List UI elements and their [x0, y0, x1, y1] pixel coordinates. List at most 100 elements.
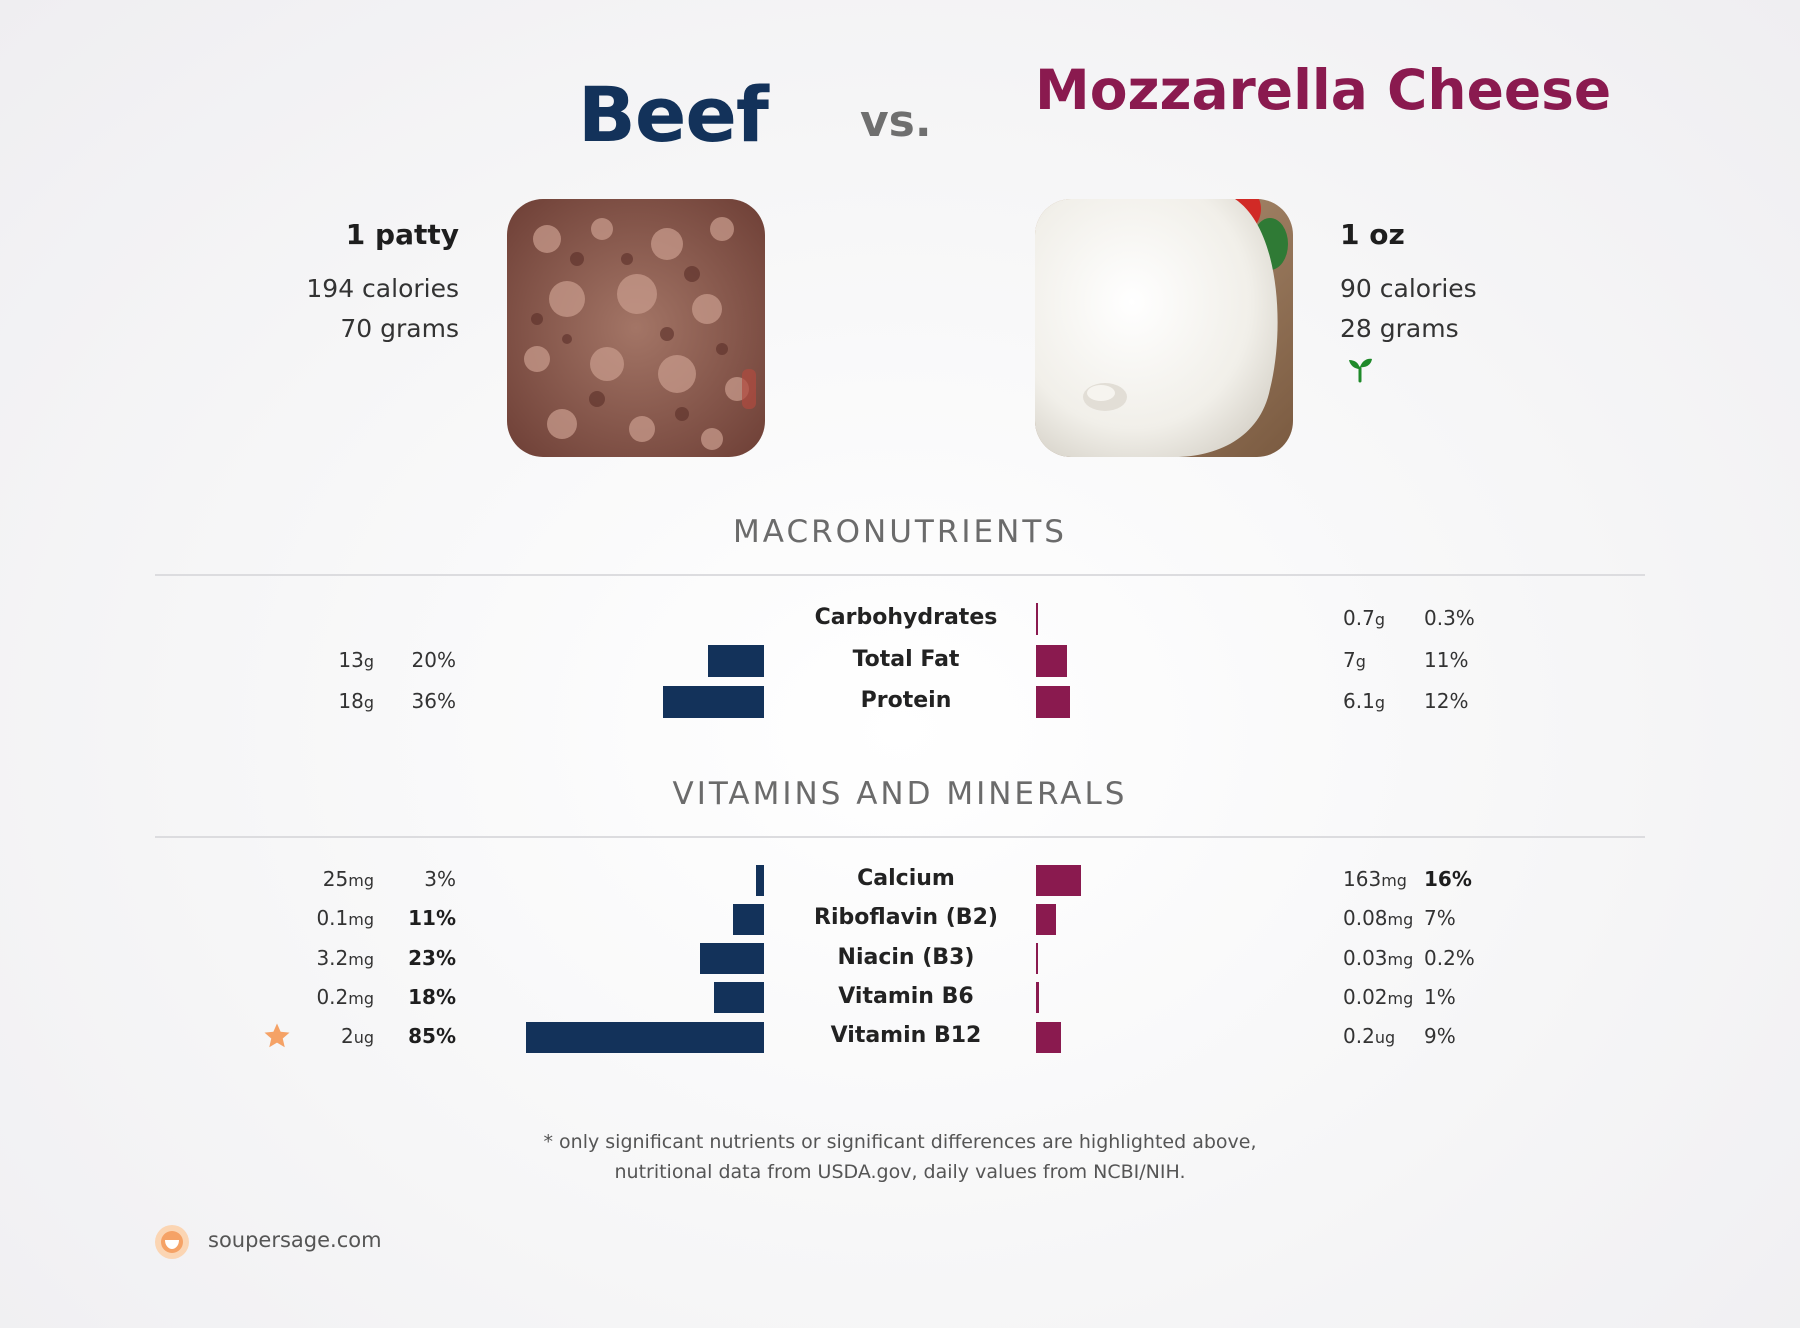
- brand-link[interactable]: soupersage.com: [208, 1228, 382, 1252]
- footnote-line-2: nutritional data from USDA.gov, daily va…: [614, 1161, 1186, 1183]
- beef-percent-vitamin-b12: 85%: [408, 1024, 456, 1049]
- right-food-info: 1 oz 90 calories 28 grams: [1340, 215, 1477, 387]
- mozzarella-amount-total-fat: 7g: [1343, 648, 1366, 672]
- left-calories: 194 calories: [306, 274, 459, 303]
- beef-amount-value: 0.1: [316, 906, 349, 931]
- beef-amount-unit: g: [363, 693, 374, 712]
- beef-bar-vitamin-b12: [526, 1021, 764, 1053]
- macronutrients-divider: [155, 574, 1645, 576]
- beef-photo: [507, 199, 765, 457]
- mozzarella-percent-riboflavin-b2: 7%: [1424, 906, 1456, 931]
- mozzarella-amount-value: 0.08: [1343, 906, 1388, 931]
- beef-bar-total-fat: [708, 644, 764, 677]
- row-label-calcium: Calcium: [857, 866, 955, 891]
- right-food-title: Mozzarella Cheese: [1035, 58, 1612, 122]
- beef-bar-calcium: [755, 864, 764, 896]
- mozzarella-amount-riboflavin-b2: 0.08mg: [1343, 906, 1413, 930]
- right-calories: 90 calories: [1340, 274, 1477, 303]
- mozzarella-amount-value: 0.7: [1343, 606, 1375, 630]
- beef-percent-niacin-b3: 23%: [408, 945, 456, 970]
- beef-amount-riboflavin-b2: 0.1mg: [316, 906, 374, 930]
- left-serving: 1 patty: [345, 218, 459, 251]
- beef-amount-unit: mg: [348, 988, 374, 1008]
- mozzarella-amount-carbohydrates: 0.7g: [1343, 606, 1385, 630]
- mozzarella-amount-value: 7: [1343, 647, 1356, 672]
- soupersage-logo-icon: [154, 1224, 190, 1260]
- beef-amount-unit: mg: [348, 949, 374, 969]
- mozzarella-amount-vitamin-b6: 0.02mg: [1343, 985, 1413, 1009]
- mozzarella-amount-niacin-b3: 0.03mg: [1343, 946, 1413, 970]
- sprout-icon: [1349, 358, 1372, 383]
- mozzarella-amount-value: 0.2: [1343, 1024, 1375, 1049]
- right-serving: 1 oz: [1340, 218, 1405, 251]
- footnote: * only significant nutrients or signific…: [0, 1127, 1800, 1187]
- beef-bar-protein: [663, 686, 764, 718]
- mozzarella-amount-unit: g: [1374, 693, 1385, 712]
- row-label-vitamin-b12: Vitamin B12: [830, 1023, 982, 1049]
- mozzarella-amount-unit: mg: [1381, 871, 1407, 890]
- vitamins-heading: VITAMINS AND MINERALS: [672, 776, 1128, 812]
- macronutrients-heading: MACRONUTRIENTS: [733, 514, 1067, 550]
- mozzarella-amount-unit: g: [1374, 610, 1385, 629]
- mozzarella-amount-unit: g: [1355, 651, 1366, 671]
- right-grams: 28 grams: [1340, 314, 1459, 343]
- beef-amount-unit: g: [363, 651, 374, 671]
- mozzarella-amount-unit: mg: [1387, 988, 1414, 1008]
- beef-amount-vitamin-b6: 0.2mg: [316, 985, 374, 1009]
- mozzarella-percent-vitamin-b12: 9%: [1424, 1024, 1456, 1049]
- mozzarella-percent-carbohydrates: 0.3%: [1424, 606, 1475, 630]
- beef-percent-calcium: 3%: [424, 867, 456, 891]
- beef-bar-riboflavin-b2: [733, 903, 764, 935]
- footnote-line-1: * only significant nutrients or signific…: [543, 1131, 1257, 1153]
- beef-amount-value: 18: [338, 689, 364, 713]
- beef-amount-calcium: 25mg: [323, 867, 374, 891]
- mozzarella-amount-unit: mg: [1387, 910, 1414, 930]
- beef-amount-unit: mg: [348, 871, 374, 890]
- mozzarella-amount-value: 6.1: [1343, 689, 1375, 713]
- mozzarella-amount-value: 0.03: [1343, 945, 1388, 970]
- mozzarella-bar-riboflavin-b2: [1036, 903, 1056, 935]
- beef-percent-total-fat: 20%: [411, 647, 456, 672]
- row-label-vitamin-b6: Vitamin B6: [838, 983, 974, 1009]
- beef-bar-vitamin-b6: [713, 982, 764, 1014]
- mozzarella-bar-carbohydrates: [1036, 603, 1038, 635]
- mozzarella-percent-protein: 12%: [1424, 689, 1469, 713]
- beef-amount-value: 13: [338, 647, 364, 672]
- vitamins-divider: [155, 836, 1645, 838]
- mozzarella-amount-value: 163: [1343, 867, 1382, 891]
- beef-amount-value: 0.2: [316, 984, 349, 1009]
- mozzarella-bar-calcium: [1036, 864, 1081, 896]
- star-icon: [262, 1021, 292, 1055]
- mozzarella-bar-vitamin-b6: [1036, 982, 1039, 1014]
- mozzarella-amount-calcium: 163mg: [1343, 867, 1407, 891]
- beef-amount-vitamin-b12: 2ug: [341, 1024, 374, 1048]
- mozzarella-amount-unit: mg: [1387, 949, 1414, 969]
- mozzarella-amount-protein: 6.1g: [1343, 689, 1385, 713]
- mozzarella-percent-total-fat: 11%: [1424, 647, 1469, 672]
- mozzarella-photo: [1035, 199, 1293, 457]
- mozzarella-percent-niacin-b3: 0.2%: [1424, 945, 1475, 970]
- beef-bar-niacin-b3: [699, 943, 764, 975]
- row-label-total-fat: Total Fat: [852, 646, 960, 672]
- mozzarella-percent-calcium: 16%: [1424, 867, 1472, 891]
- row-label-niacin-b3: Niacin (B3): [837, 944, 975, 970]
- mozzarella-amount-unit: ug: [1374, 1028, 1396, 1048]
- left-grams: 70 grams: [340, 314, 459, 343]
- beef-amount-value: 3.2: [316, 945, 349, 970]
- mozzarella-bar-niacin-b3: [1036, 943, 1038, 975]
- vs-label: vs.: [860, 96, 932, 147]
- beef-amount-value: 25: [322, 867, 349, 891]
- beef-amount-value: 2: [340, 1024, 354, 1049]
- mozzarella-amount-value: 0.02: [1343, 984, 1388, 1009]
- mozzarella-percent-vitamin-b6: 1%: [1424, 984, 1456, 1009]
- beef-amount-total-fat: 13g: [338, 648, 374, 672]
- beef-amount-unit: mg: [348, 910, 374, 930]
- beef-percent-vitamin-b6: 18%: [408, 984, 456, 1009]
- beef-percent-riboflavin-b2: 11%: [408, 906, 456, 931]
- left-food-info: 1 patty 194 calories 70 grams: [306, 215, 459, 349]
- row-label-protein: Protein: [860, 688, 952, 713]
- mozzarella-amount-vitamin-b12: 0.2ug: [1343, 1024, 1395, 1048]
- beef-amount-unit: ug: [353, 1028, 374, 1048]
- mozzarella-bar-total-fat: [1036, 644, 1067, 677]
- beef-amount-niacin-b3: 3.2mg: [316, 946, 374, 970]
